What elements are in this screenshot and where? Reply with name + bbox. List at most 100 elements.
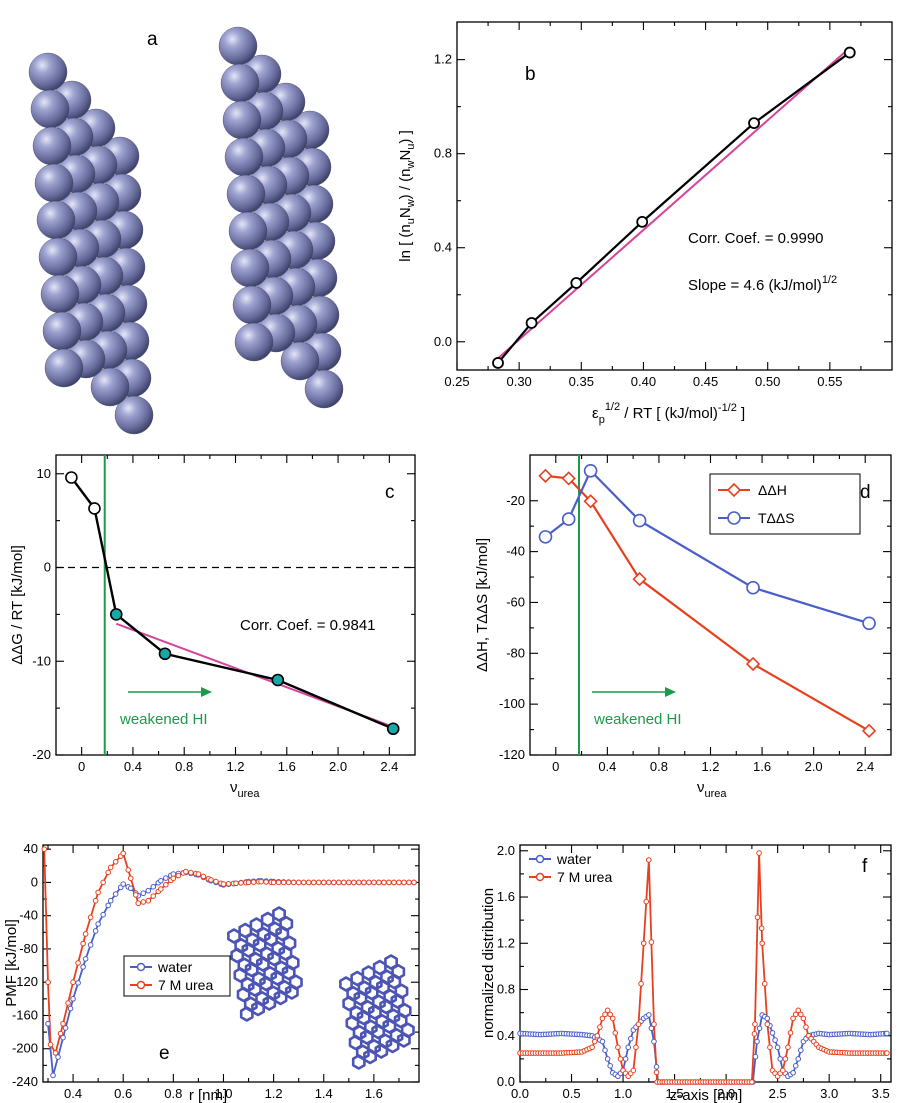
panel-f-point	[609, 1015, 616, 1022]
panel-e-point	[125, 867, 132, 873]
panel-e-point	[335, 879, 342, 886]
panel-e-point	[225, 880, 232, 887]
hexagon-ring	[393, 1012, 408, 1029]
hexagon-ring	[384, 954, 399, 970]
f-ytick-label: 2.0	[497, 843, 515, 858]
panel-f-point	[646, 857, 652, 863]
panel-f-point	[630, 1067, 637, 1074]
panel-c-ylabel: ΔΔG / RT [kJ/mol]	[9, 545, 26, 665]
panel-e-point	[170, 875, 177, 882]
panel-c-data-line	[70, 476, 394, 730]
panel-e-point	[233, 880, 239, 887]
d-ytick-label: -100	[499, 696, 525, 711]
panel-d-tdds-point	[583, 463, 598, 478]
panel-e-point	[47, 1041, 54, 1048]
d-xtick-label: 2.4	[856, 759, 874, 774]
panel-e-point	[320, 879, 327, 886]
panel-f-point	[627, 1035, 634, 1042]
panel-c-point	[109, 608, 123, 621]
sphere-atom	[44, 348, 84, 388]
c-xtick-label: 0	[78, 759, 85, 774]
panel-f-points	[517, 850, 890, 1085]
panel-c: 0 0.4 0.8 1.2 1.6 2.0 2.4 -20 -10 0 10 c Corr. Coe…	[9, 454, 416, 800]
panel-e-point	[107, 864, 114, 871]
panel-e-point	[75, 980, 81, 986]
panel-d-tdds-point	[561, 512, 576, 526]
panel-e-point	[396, 879, 402, 886]
legend-urea-label: 7 M urea	[158, 977, 213, 993]
panel-f-point	[607, 1063, 613, 1069]
panel-e-point	[213, 878, 219, 885]
c-xtick-label: 2.0	[329, 759, 347, 774]
sphere-atom	[218, 26, 258, 66]
e-xtick-label: 1.2	[265, 1086, 283, 1101]
panel-d-ddh-point	[583, 494, 598, 509]
panel-f-point	[648, 939, 655, 945]
f-xtick-label: 0.5	[562, 1086, 580, 1101]
panel-e-point	[75, 960, 81, 966]
d-ytick-label: -40	[506, 544, 525, 559]
panel-f-point	[622, 1056, 629, 1062]
panel-e-point	[275, 879, 282, 886]
panel-f-point	[800, 1015, 807, 1022]
panel-e-point	[361, 879, 367, 886]
panel-e-point	[52, 1050, 59, 1056]
panel-f-point	[646, 1012, 652, 1018]
panel-f-point	[790, 1069, 796, 1076]
panel-e-point	[120, 850, 127, 857]
panel-f-point	[602, 1011, 608, 1018]
panel-d-weakened-hi: weakened HI	[593, 711, 682, 728]
panel-e-point	[92, 928, 99, 934]
panel-e-point	[82, 956, 89, 962]
d-ytick-label: -20	[506, 493, 525, 508]
panel-f-point	[604, 1007, 611, 1014]
panel-e-point	[376, 879, 382, 886]
sphere-atom	[226, 174, 266, 214]
panel-e-point	[366, 879, 372, 886]
b-xtick-label: 0.35	[569, 374, 594, 389]
panel-b: 0.25 0.30 0.35 0.40 0.45 0.50 0.55 0.0 0.4 0.8 1.2…	[397, 21, 893, 426]
sphere-atom	[42, 311, 82, 351]
panel-f-point	[798, 1047, 804, 1054]
legend-f-water-label: water	[556, 851, 592, 867]
panel-d-letter: d	[860, 482, 871, 503]
panel-e-point	[330, 879, 337, 886]
panel-f-point	[640, 940, 647, 947]
panel-e-point	[263, 879, 269, 885]
panel-d-tdds-point	[538, 530, 553, 544]
panel-e-point	[95, 921, 101, 927]
panel-f-water-line	[519, 1013, 887, 1083]
panel-f-point	[589, 1044, 595, 1051]
panel-a: a	[28, 26, 344, 435]
panel-e-point	[45, 979, 51, 986]
panel-d-ddh-point	[538, 468, 553, 483]
sphere-atom	[38, 237, 78, 277]
panel-f-point	[612, 1030, 619, 1036]
panel-f-point	[633, 1044, 639, 1051]
panel-e-point	[80, 964, 86, 970]
panel-f-point	[769, 1030, 776, 1036]
panel-f-point	[625, 1044, 632, 1051]
e-ytick-label: -120	[12, 974, 38, 989]
panel-f-point	[591, 1038, 598, 1045]
e-ytick-label: -160	[12, 1007, 38, 1022]
panel-c-point	[65, 471, 78, 484]
sphere-atom	[114, 395, 154, 435]
sphere-atom	[230, 248, 270, 288]
panel-b-ticks: 0.25 0.30 0.35 0.40 0.45 0.50 0.55 0.0 0.4 0.8 1.2	[434, 22, 892, 389]
panel-f-point	[604, 1056, 611, 1062]
panel-f-point	[761, 980, 768, 987]
panel-f-point	[798, 1011, 804, 1018]
e-ytick-label: -200	[12, 1041, 38, 1056]
panel-f-point	[764, 1021, 771, 1027]
panel-e-point	[158, 886, 164, 892]
panel-f-point	[884, 1050, 890, 1056]
b-ytick-label: 0.8	[434, 146, 452, 161]
panel-e-point	[92, 897, 99, 904]
panel-e-point	[70, 979, 76, 986]
panel-e-point	[195, 871, 202, 877]
e-xtick-label: 1.0	[214, 1086, 232, 1101]
hexagon-ring	[275, 925, 290, 942]
panel-f-point	[754, 914, 761, 921]
